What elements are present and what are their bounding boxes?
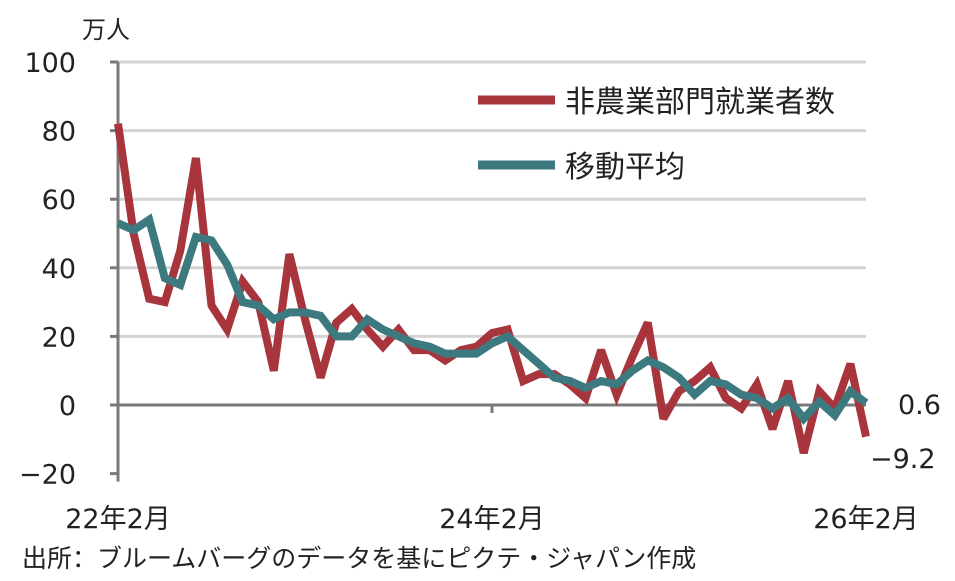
x-tick-label: 26年2月 (813, 504, 919, 535)
y-tick-label: 0 (59, 391, 76, 422)
x-tick-label: 22年2月 (65, 504, 171, 535)
y-tick-label: 80 (42, 117, 76, 148)
y-tick-labels: 100 80 60 40 20 0 −20 (19, 48, 76, 491)
series-line-moving-average (116, 213, 869, 425)
axes (110, 60, 866, 482)
x-tick-labels: 22年2月 24年2月 26年2月 (65, 504, 919, 535)
end-label-moving-average: 0.6 (898, 390, 941, 421)
y-tick-label: −20 (19, 460, 76, 491)
y-tick-label: 100 (24, 48, 76, 79)
y-tick-label: 20 (42, 322, 76, 353)
source-note: 出所：ブルームバーグのデータを基にピクテ・ジャパン作成 (22, 544, 696, 573)
unit-label: 万人 (82, 16, 130, 44)
y-tick-label: 40 (42, 254, 76, 285)
x-tick-label: 24年2月 (439, 504, 545, 535)
y-tick-label: 60 (42, 185, 76, 216)
legend-label-payrolls: 非農業部門就業者数 (565, 85, 835, 120)
series-line-payrolls (114, 123, 870, 454)
series-lines (114, 123, 870, 454)
end-label-payrolls: −9.2 (870, 444, 936, 475)
legend: 非農業部門就業者数 移動平均 (478, 85, 835, 185)
legend-label-moving-average: 移動平均 (565, 150, 685, 185)
